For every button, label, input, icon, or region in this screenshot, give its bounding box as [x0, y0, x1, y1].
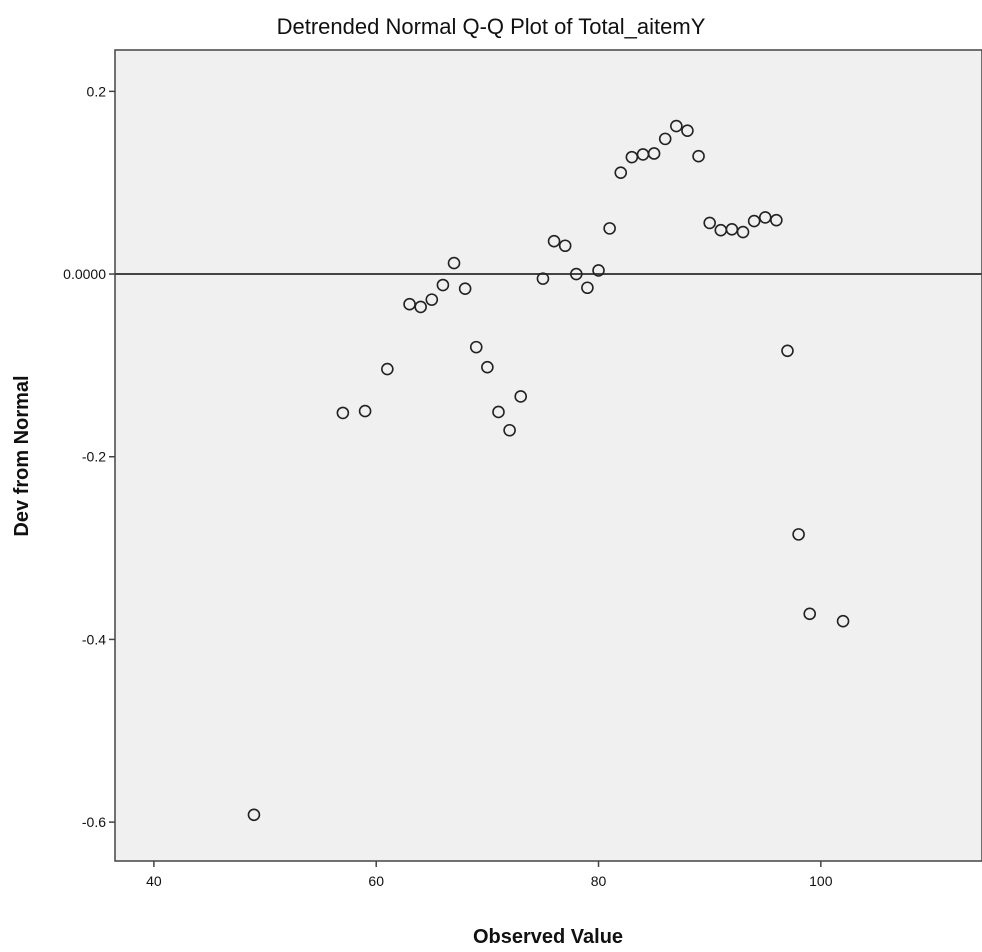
data-point [436, 278, 450, 292]
data-point [469, 340, 483, 354]
data-point [414, 300, 427, 314]
x-tick-label: 60 [368, 873, 384, 889]
data-point [581, 281, 594, 295]
data-point [614, 166, 628, 179]
data-point [603, 222, 616, 235]
data-point [647, 147, 661, 160]
y-axis-ticks: 0.2 0.0000 -0.2 -0.4 -0.6 [63, 83, 115, 830]
y-tick-label: -0.2 [82, 449, 106, 465]
data-point [514, 390, 528, 403]
y-tick-label: 0.0000 [63, 266, 106, 282]
data-point [803, 607, 817, 621]
data-point [792, 528, 805, 541]
data-point [658, 132, 672, 146]
data-point [558, 239, 572, 253]
data-point [447, 256, 461, 270]
x-axis-label: Observed Value [473, 926, 623, 948]
data-point [247, 808, 261, 822]
data-point [781, 344, 794, 358]
data-point [358, 404, 372, 418]
x-axis-ticks: 40 60 80 100 [146, 861, 833, 889]
data-point [425, 293, 439, 306]
data-point [381, 362, 394, 376]
data-point [481, 360, 494, 374]
data-point [592, 264, 605, 277]
plot-area [114, 49, 982, 862]
data-point [458, 282, 472, 295]
data-point [503, 423, 516, 437]
x-tick-label: 80 [591, 873, 607, 889]
data-point [692, 149, 705, 163]
data-point [770, 213, 783, 227]
data-point [336, 406, 350, 420]
data-point [747, 214, 761, 228]
x-tick-label: 40 [146, 873, 162, 889]
data-point [492, 405, 505, 419]
y-tick-label: 0.2 [87, 83, 107, 99]
y-axis-label: Dev from Normal [11, 375, 33, 536]
y-tick-label: -0.4 [82, 631, 106, 647]
data-point [736, 225, 750, 239]
data-point [681, 124, 694, 137]
data-points [247, 119, 850, 822]
data-point [836, 614, 850, 628]
data-point [670, 119, 683, 133]
data-point [547, 234, 561, 248]
data-point [536, 272, 550, 285]
chart-title: Detrended Normal Q-Q Plot of Total_aitem… [277, 14, 706, 39]
y-tick-label: -0.6 [82, 814, 106, 830]
x-tick-label: 100 [809, 873, 833, 889]
data-point [703, 216, 716, 230]
data-point [569, 267, 583, 281]
